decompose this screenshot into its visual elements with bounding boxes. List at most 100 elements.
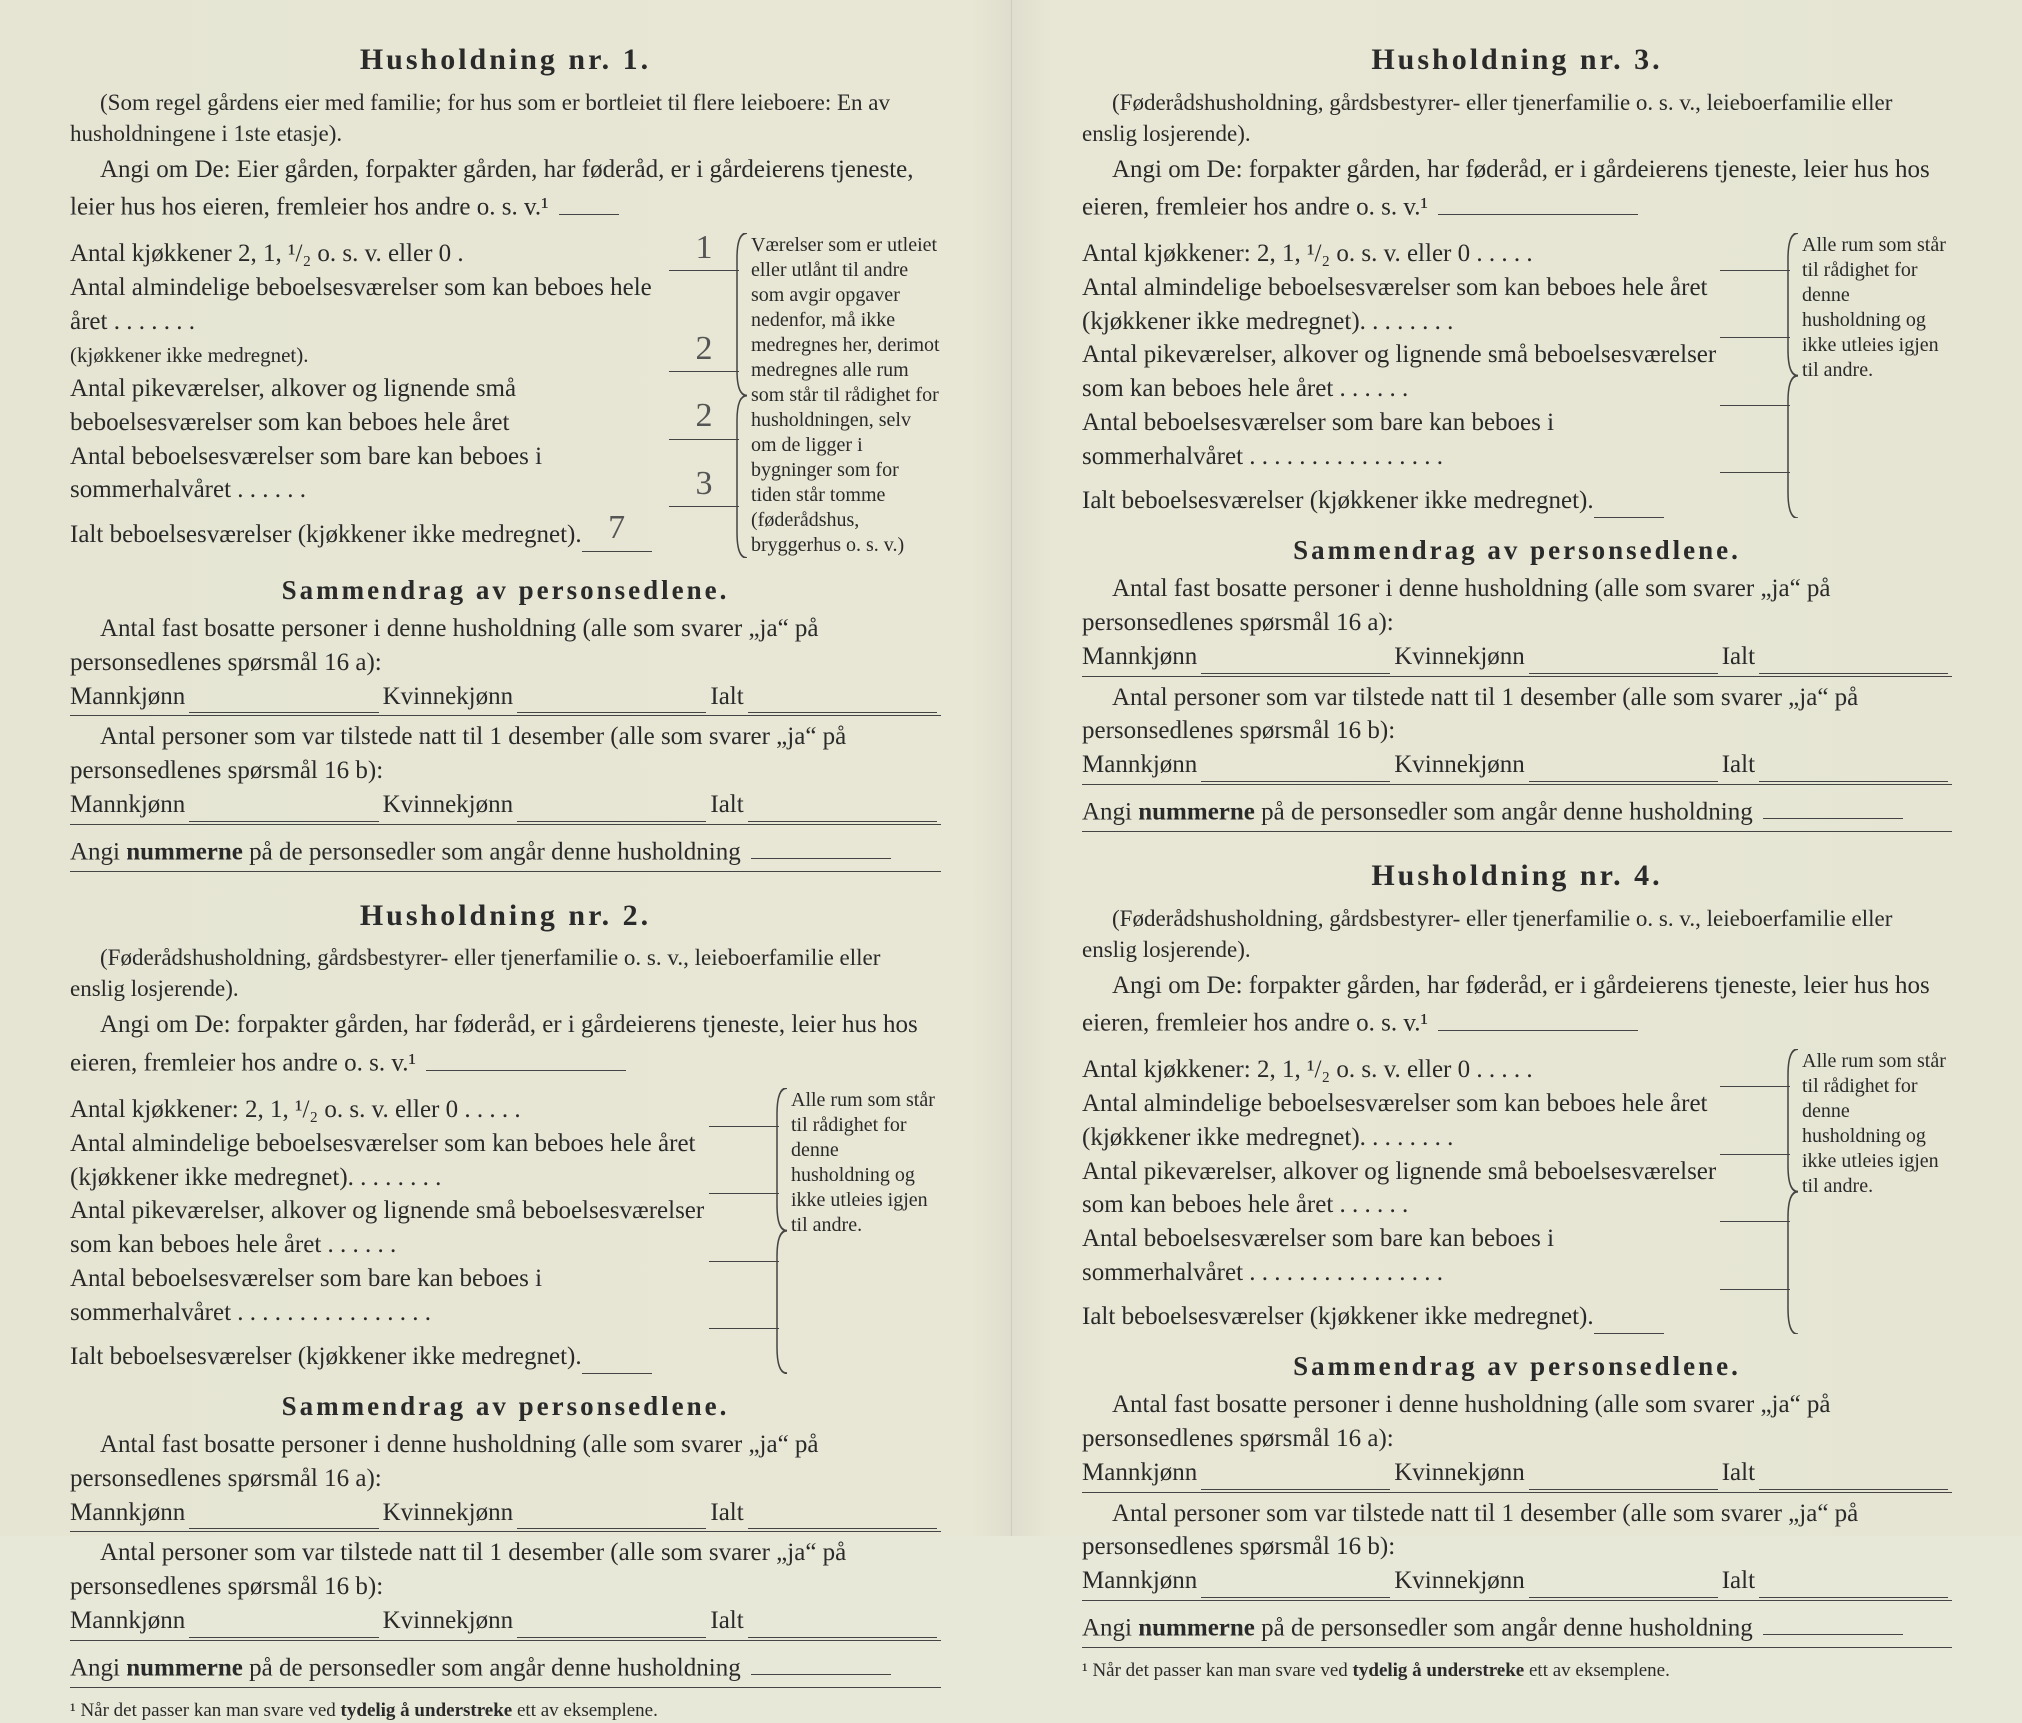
hh1-a-ialt[interactable] — [748, 685, 937, 714]
hh3-r2-label: Antal almindelige beboelsesværelser som … — [1082, 271, 1720, 339]
hh1-b-ialt[interactable] — [748, 793, 937, 822]
nummerne-bold: nummerne — [126, 838, 243, 865]
hh2-r1-value[interactable] — [709, 1088, 779, 1126]
hh2-intro: (Føderådshusholdning, gårdsbestyrer- ell… — [70, 942, 941, 1004]
hh3-samm-b-row: Mannkjønn Kvinnekjønn Ialt — [1082, 748, 1952, 785]
ialt-label: Ialt — [710, 788, 743, 822]
nummerne-bold: nummerne — [1138, 798, 1255, 825]
hh1-nummer-fill[interactable] — [751, 831, 891, 860]
hh1-b-mann[interactable] — [189, 793, 378, 822]
hh2-a-mann[interactable] — [189, 1501, 378, 1530]
hh2-r2-value[interactable] — [709, 1156, 779, 1194]
hh1-note-text: Værelser som er utleiet eller utlånt til… — [751, 234, 940, 556]
mann-label: Mannkjønn — [70, 1604, 185, 1638]
hh2-ialt-value[interactable] — [582, 1335, 652, 1373]
kvinne-label: Kvinnekjønn — [1394, 748, 1525, 782]
footnote-end: ett av eksemplene. — [1524, 1660, 1670, 1681]
hh2-a-kvinne[interactable] — [517, 1501, 706, 1530]
hh2-r2-label: Antal almindelige beboelsesværelser som … — [70, 1127, 709, 1195]
hh1-r1-value[interactable]: 1 — [669, 233, 739, 271]
hh4-a-ialt[interactable] — [1759, 1461, 1948, 1490]
left-page: Husholdning nr. 1. (Som regel gårdens ei… — [0, 0, 1011, 1536]
hh2-r4-value[interactable] — [709, 1291, 779, 1329]
hh2-ialt-label: Ialt beboelsesværelser (kjøkkener ikke m… — [70, 1340, 582, 1374]
mann-label: Mannkjønn — [1082, 1456, 1197, 1490]
hh3-angi-fill[interactable] — [1438, 186, 1638, 215]
hh4-rooms-list: Antal kjøkkener: 2, 1, ¹/₂ o. s. v. elle… — [1082, 1049, 1790, 1334]
hh3-b-ialt[interactable] — [1759, 753, 1948, 782]
hh1-a-kvinne[interactable] — [517, 685, 706, 714]
hh3-r4-value[interactable] — [1720, 435, 1790, 473]
hh1-ialt-value[interactable]: 7 — [582, 513, 652, 551]
hh2-angi-fill[interactable] — [426, 1042, 626, 1071]
hh4-a-kvinne[interactable] — [1529, 1461, 1718, 1490]
hh3-b-kvinne[interactable] — [1529, 753, 1718, 782]
hh3-samm-b-text: Antal personer som var tilstede natt til… — [1082, 681, 1952, 749]
mann-label: Mannkjønn — [70, 788, 185, 822]
hh1-samm-title: Sammendrag av personsedlene. — [70, 572, 941, 608]
hh2-rooms-list: Antal kjøkkener: 2, 1, ¹/₂ o. s. v. elle… — [70, 1088, 779, 1373]
hh4-note-text: Alle rum som står til rådighet for denne… — [1802, 1050, 1946, 1197]
hh3-ialt-value[interactable] — [1594, 479, 1664, 517]
hh1-b-kvinne[interactable] — [517, 793, 706, 822]
hh1-ialt: Ialt beboelsesværelser (kjøkkener ikke m… — [70, 513, 739, 551]
hh2-a-ialt[interactable] — [748, 1501, 937, 1530]
hh3-r3-value[interactable] — [1720, 368, 1790, 406]
hh4-a-mann[interactable] — [1201, 1461, 1390, 1490]
hh2-b-ialt[interactable] — [748, 1609, 937, 1638]
kvinne-label: Kvinnekjønn — [383, 680, 514, 714]
hh2-note-text: Alle rum som står til rådighet for denne… — [791, 1089, 935, 1236]
mann-label: Mannkjønn — [1082, 640, 1197, 674]
hh4-r2-value[interactable] — [1720, 1116, 1790, 1154]
hh1-angi-nummer: Angi nummerne på de personsedler som ang… — [70, 831, 941, 872]
hh3-a-mann[interactable] — [1201, 645, 1390, 674]
hh2-nummer-fill[interactable] — [751, 1647, 891, 1676]
hh1-r3: Antal pikeværelser, alkover og lignende … — [70, 372, 739, 440]
hh4-angi-fill[interactable] — [1438, 1002, 1638, 1031]
hh4-b-kvinne[interactable] — [1529, 1569, 1718, 1598]
hh3-b-mann[interactable] — [1201, 753, 1390, 782]
hh3-a-ialt[interactable] — [1759, 645, 1948, 674]
hh1-r2-value[interactable]: 2 — [669, 334, 739, 372]
hh2-b-mann[interactable] — [189, 1609, 378, 1638]
hh4-rooms: Antal kjøkkener: 2, 1, ¹/₂ o. s. v. elle… — [1082, 1049, 1952, 1334]
hh2-title: Husholdning nr. 2. — [70, 896, 941, 937]
hh2-r3-value[interactable] — [709, 1223, 779, 1261]
hh4-nummer-fill[interactable] — [1763, 1607, 1903, 1636]
hh3-intro: (Føderådshusholdning, gårdsbestyrer- ell… — [1082, 87, 1952, 149]
hh2-angi-nummer: Angi nummerne på de personsedler som ang… — [70, 1647, 941, 1688]
ialt-label: Ialt — [710, 680, 743, 714]
hh4-ialt-value[interactable] — [1594, 1296, 1664, 1334]
hh4-r4-value[interactable] — [1720, 1251, 1790, 1289]
hh1-r4-value[interactable]: 3 — [669, 469, 739, 507]
hh3-r2-value[interactable] — [1720, 300, 1790, 338]
mann-label: Mannkjønn — [70, 1496, 185, 1530]
hh1-r1-label: Antal kjøkkener 2, 1, ¹/₂ o. s. v. eller… — [70, 237, 669, 271]
ialt-label: Ialt — [1722, 640, 1755, 674]
hh1-rooms: Antal kjøkkener 2, 1, ¹/₂ o. s. v. eller… — [70, 233, 941, 558]
hh3-rooms-note: Alle rum som står til rådighet for denne… — [1790, 233, 1952, 518]
hh3-a-kvinne[interactable] — [1529, 645, 1718, 674]
hh4-title: Husholdning nr. 4. — [1082, 856, 1952, 897]
hh4-samm-title: Sammendrag av personsedlene. — [1082, 1348, 1952, 1384]
hh4-r3-value[interactable] — [1720, 1184, 1790, 1222]
hh3-nummer-fill[interactable] — [1763, 791, 1903, 820]
brace-icon — [1786, 233, 1800, 518]
hh2-samm-title: Sammendrag av personsedlene. — [70, 1388, 941, 1424]
right-footnote: ¹ Når det passer kan man svare ved tydel… — [1082, 1658, 1952, 1684]
hh4-b-mann[interactable] — [1201, 1569, 1390, 1598]
hh4-b-ialt[interactable] — [1759, 1569, 1948, 1598]
hh2-samm-a-text: Antal fast bosatte personer i denne hush… — [70, 1428, 941, 1496]
footnote-sup: ¹ Når det passer kan man svare ved — [70, 1700, 341, 1721]
hh1-a-mann[interactable] — [189, 685, 378, 714]
hh1-angi-fill[interactable] — [559, 186, 619, 215]
nummerne-bold: nummerne — [1138, 1614, 1255, 1641]
hh4-r1-value[interactable] — [1720, 1049, 1790, 1087]
hh1-r3-value[interactable]: 2 — [669, 401, 739, 439]
hh2-b-kvinne[interactable] — [517, 1609, 706, 1638]
hh3-rooms: Antal kjøkkener: 2, 1, ¹/₂ o. s. v. elle… — [1082, 233, 1952, 518]
hh4-samm-a-text: Antal fast bosatte personer i denne hush… — [1082, 1388, 1952, 1456]
angi-rest: på de personsedler som angår denne husho… — [1255, 798, 1753, 825]
hh4-samm-a-row: Mannkjønn Kvinnekjønn Ialt — [1082, 1456, 1952, 1493]
hh3-r1-value[interactable] — [1720, 233, 1790, 271]
